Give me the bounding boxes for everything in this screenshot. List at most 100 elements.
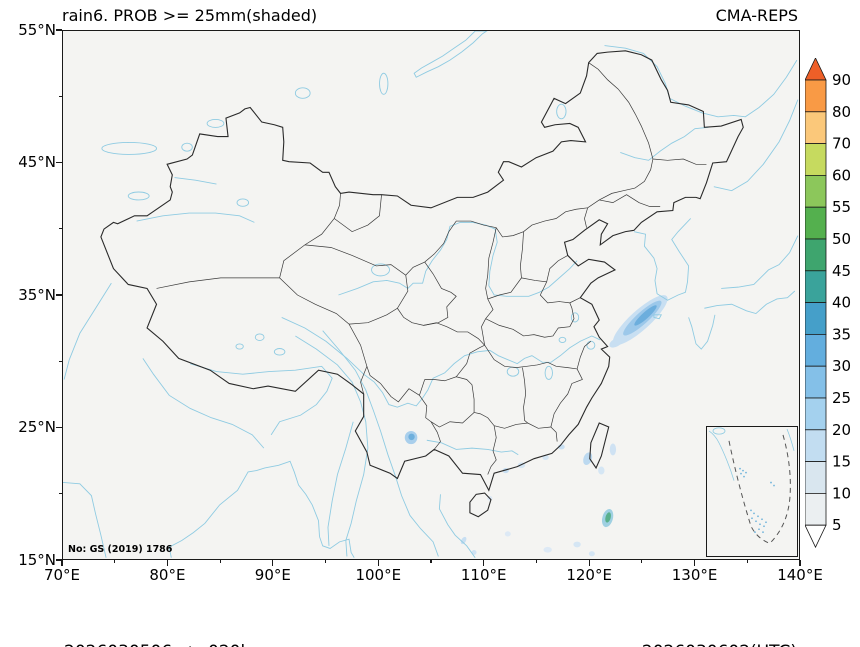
colorbar-segment — [805, 111, 827, 144]
national-border — [100, 50, 744, 518]
precip-shaded-area — [471, 550, 477, 555]
colorbar-segment — [805, 492, 827, 526]
map-plot: No: GS (2019) 1786 — [62, 30, 800, 560]
china-map — [63, 31, 799, 558]
colorbar-segment — [805, 397, 827, 431]
x-axis-tick — [324, 560, 327, 563]
colorbar-segment — [805, 461, 827, 494]
precip-shaded-area — [634, 305, 657, 326]
y-axis-tick — [59, 493, 62, 495]
x-axis-tick-label: 130°E — [671, 566, 718, 584]
colorbar-segment — [805, 429, 827, 462]
x-axis-tick — [588, 560, 590, 566]
inset-map — [708, 427, 795, 544]
precip-shaded-area — [588, 551, 595, 557]
title-row: rain6. PROB >= 25mm(shaded) CMA-REPS — [62, 6, 798, 25]
colorbar-tick-label: 10 — [832, 484, 851, 502]
colorbar-tick-label: 70 — [832, 135, 851, 153]
x-axis-tick-label: 120°E — [566, 566, 612, 584]
y-axis-tick — [56, 559, 62, 561]
colorbar-tick-label: 55 — [832, 198, 851, 216]
y-axis-tick-label: 55°N — [18, 20, 56, 39]
y-axis-tick — [56, 294, 62, 296]
colorbar-segment — [805, 175, 827, 208]
colorbar-tick-label: 40 — [832, 294, 851, 312]
colorbar-segment — [805, 365, 827, 399]
precip-shaded-area — [583, 452, 593, 466]
y-axis-tick-label: 15°N — [18, 550, 56, 569]
x-axis-tick — [219, 560, 221, 563]
y-axis-tick — [59, 360, 62, 362]
y-axis-tick-label: 35°N — [18, 285, 56, 304]
colorbar-tick-label: 30 — [832, 357, 851, 375]
precip-shaded-area — [609, 337, 623, 348]
y-axis-tick — [59, 95, 62, 97]
precip-shaded-area — [609, 443, 617, 456]
rivers-coastlines — [63, 31, 799, 558]
init-time-line-1: 2026030506 + 020h — [64, 639, 251, 647]
x-axis-tick-label: 100°E — [355, 566, 402, 584]
colorbar-tick-label: 50 — [832, 230, 851, 248]
colorbar-segment — [805, 206, 827, 240]
footer-left: 2026030506 + 020h 2026030514 + 020h — [64, 585, 251, 647]
footer-right: 2026030602(UTC) 2026030610(CST) — [642, 585, 797, 647]
colorbar-over-max — [805, 58, 827, 81]
chart-title: rain6. PROB >= 25mm(shaded) — [62, 6, 318, 25]
colorbar-tick-label: 45 — [832, 262, 851, 280]
y-axis-tick — [56, 426, 62, 429]
license-note: No: GS (2019) 1786 — [68, 544, 173, 555]
precip-shaded-area — [408, 433, 415, 441]
south-china-sea-inset — [706, 426, 798, 557]
x-axis-tick-label: 140°E — [777, 566, 823, 584]
x-axis-tick — [799, 560, 801, 566]
x-axis-tick — [430, 560, 432, 563]
model-label: CMA-REPS — [715, 6, 798, 25]
colorbar-under-min — [805, 524, 827, 549]
precip-shaded-area — [605, 512, 611, 523]
x-axis-tick — [377, 560, 379, 566]
precip-shaded-area — [573, 541, 581, 548]
colorbar-tick-label: 25 — [832, 389, 851, 407]
nine-dash-line — [728, 434, 791, 544]
colorbar: 90 80 70 60 55 50 45 40 35 30 25 20 15 10 5 — [805, 58, 851, 549]
y-axis-tick-label: 45°N — [18, 153, 56, 171]
colorbar-segment — [805, 333, 827, 367]
province-borders — [156, 62, 707, 475]
colorbar-tick-label: 90 — [832, 71, 851, 89]
colorbar-tick-label: 15 — [832, 453, 851, 471]
colorbar-segment — [805, 143, 827, 176]
x-axis-tick — [641, 560, 643, 563]
colorbar-tick-label: 60 — [832, 166, 851, 184]
valid-time-utc: 2026030602(UTC) — [642, 639, 797, 647]
x-axis-tick — [272, 560, 274, 566]
precip-shaded-area — [543, 546, 552, 553]
y-axis-tick — [56, 29, 62, 31]
colorbar-segment — [805, 270, 827, 304]
x-axis-tick-label: 70°E — [43, 566, 81, 584]
x-axis-tick-label: 90°E — [254, 566, 291, 584]
x-axis-tick — [166, 560, 169, 566]
y-axis-tick — [56, 161, 62, 164]
colorbar-tick-label: 80 — [832, 103, 851, 121]
colorbar-tick-label: 5 — [832, 516, 842, 534]
x-axis-tick — [693, 560, 696, 566]
colorbar-segment — [805, 302, 827, 335]
precip-shading — [404, 295, 668, 557]
inset-coastlines — [708, 427, 795, 481]
x-axis-tick — [61, 560, 63, 566]
x-axis-tick — [535, 560, 538, 563]
x-axis-tick-label: 80°E — [149, 566, 186, 584]
x-axis-tick — [483, 560, 485, 566]
y-axis-tick-label: 25°N — [18, 418, 56, 436]
inset-islands — [739, 467, 775, 534]
precip-shaded-area — [504, 531, 511, 537]
colorbar-tick-label: 20 — [832, 421, 851, 439]
x-axis-tick — [746, 560, 748, 563]
x-axis-tick-label: 110°E — [460, 566, 507, 584]
precip-shaded-area — [598, 466, 605, 475]
colorbar-segment — [805, 238, 827, 272]
colorbar-tick-label: 35 — [832, 325, 851, 343]
x-axis-tick — [114, 560, 116, 563]
colorbar-segment — [805, 79, 827, 113]
